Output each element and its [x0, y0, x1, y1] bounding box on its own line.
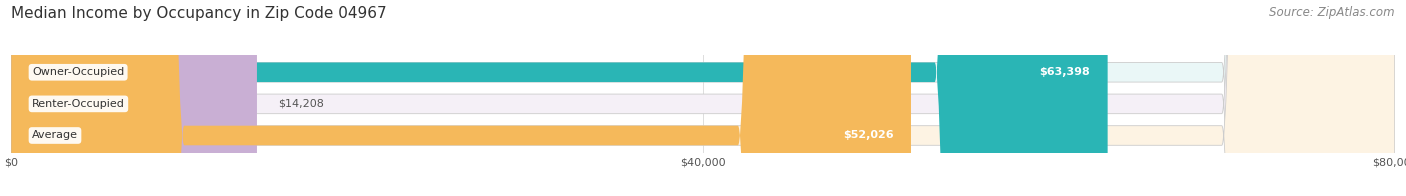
Text: Average: Average: [32, 131, 77, 141]
FancyBboxPatch shape: [11, 0, 1108, 196]
FancyBboxPatch shape: [11, 0, 1395, 196]
FancyBboxPatch shape: [11, 0, 1395, 196]
Text: $14,208: $14,208: [278, 99, 323, 109]
Text: $52,026: $52,026: [844, 131, 894, 141]
Text: Renter-Occupied: Renter-Occupied: [32, 99, 125, 109]
Text: $63,398: $63,398: [1039, 67, 1090, 77]
Text: Source: ZipAtlas.com: Source: ZipAtlas.com: [1270, 6, 1395, 19]
Text: Owner-Occupied: Owner-Occupied: [32, 67, 124, 77]
FancyBboxPatch shape: [11, 0, 257, 196]
FancyBboxPatch shape: [11, 0, 1395, 196]
Text: Median Income by Occupancy in Zip Code 04967: Median Income by Occupancy in Zip Code 0…: [11, 6, 387, 21]
FancyBboxPatch shape: [11, 0, 911, 196]
